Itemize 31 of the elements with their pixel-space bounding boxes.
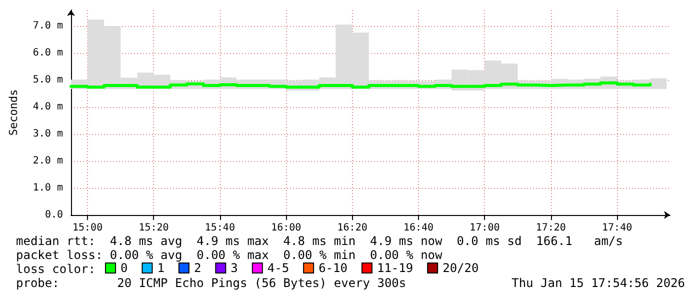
y-tick-label: 1.0 m (32, 182, 63, 194)
y-axis-title: Seconds (7, 89, 20, 136)
legend-label: 4-5 (267, 261, 290, 275)
text: Thu Jan 15 17:54:56 2026 (512, 276, 685, 290)
legend-label: 20/20 (442, 261, 479, 275)
y-tick-label: 7.0 m (32, 20, 63, 32)
x-tick-label: 15:40 (204, 222, 235, 234)
x-tick-label: 17:20 (536, 222, 566, 234)
y-tick-label: 0.0 (44, 210, 63, 220)
text: probe: 20 ICMP Echo Pings (56 Bytes) every 300s (16, 276, 406, 290)
legend-label: 11-19 (376, 261, 414, 275)
legend-title: loss color: (16, 262, 96, 276)
x-tick-label: 15:00 (72, 222, 103, 234)
legend-label: 6-10 (318, 261, 348, 275)
legend-label: 0 (120, 261, 128, 275)
x-tick-label: 17:00 (470, 222, 500, 234)
x-tick-label: 16:00 (271, 222, 302, 234)
y-tick-label: 6.0 m (32, 48, 63, 59)
x-tick-label: 16:20 (337, 222, 368, 234)
x-tick-label: 16:40 (403, 222, 434, 234)
y-tick-label: 5.0 m (32, 74, 63, 86)
y-tick-label: 4.0 m (32, 102, 63, 113)
legend-label: 3 (230, 261, 238, 275)
legend-label: 2 (194, 261, 202, 275)
x-tick-label: 17:40 (602, 222, 632, 234)
legend-label: 1 (157, 261, 164, 275)
y-tick-label: 2.0 m (32, 156, 63, 167)
y-tick-label: 3.0 m (32, 128, 63, 140)
text: packet loss: 0.00 % avg 0.00 % max 0.00 % min 0.00 % now (16, 248, 444, 262)
text: median rtt: 4.8 ms avg 4.9 ms max 4.8 ms min 4.9 ms now 0.0 ms sd 166.1 am/s (16, 234, 623, 248)
x-tick-label: 15:20 (138, 222, 169, 234)
